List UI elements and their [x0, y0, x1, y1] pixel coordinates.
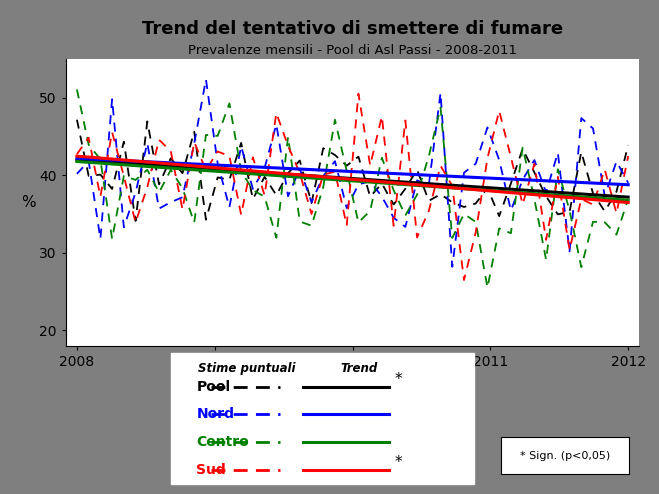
Text: Nord: Nord — [196, 408, 235, 421]
Text: Sud: Sud — [196, 463, 226, 477]
Text: Pool: Pool — [196, 380, 231, 394]
Text: Prevalenze mensili - Pool di Asl Passi - 2008-2011: Prevalenze mensili - Pool di Asl Passi -… — [188, 44, 517, 57]
Text: * Sign. (p<0,05): * Sign. (p<0,05) — [520, 451, 610, 461]
Text: Stime puntuali: Stime puntuali — [198, 362, 296, 374]
Y-axis label: %: % — [21, 195, 36, 210]
Text: *: * — [394, 372, 402, 387]
Title: Trend del tentativo di smettere di fumare: Trend del tentativo di smettere di fumar… — [142, 20, 563, 38]
Text: Trend: Trend — [341, 362, 378, 374]
Text: Centro: Centro — [196, 435, 249, 449]
Text: *: * — [394, 455, 402, 470]
